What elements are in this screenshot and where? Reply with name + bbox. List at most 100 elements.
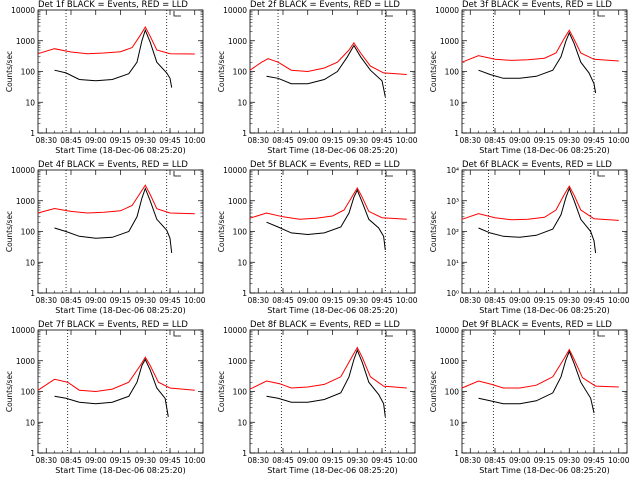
x-tick-label: 08:30 <box>459 296 481 305</box>
events-series-line <box>266 44 386 97</box>
x-tick-label: 09:15 <box>110 136 132 145</box>
plot-frame <box>249 9 416 134</box>
events-series-line <box>478 31 597 94</box>
x-tick-label: 08:30 <box>247 296 269 305</box>
x-tick-label: 10:00 <box>396 456 418 465</box>
x-tick-label: 09:15 <box>110 456 132 465</box>
y-tick-label: 10 <box>449 418 459 427</box>
y-tick-label: 1 <box>454 129 459 138</box>
chart-title: Det 4f BLACK = Events, RED = LLD <box>38 160 188 170</box>
y-tick-label: 10000 <box>223 326 247 335</box>
lld-series-line <box>37 25 195 55</box>
x-tick-label: 09:15 <box>110 296 132 305</box>
y-axis-label: Counts/sec <box>429 211 438 252</box>
events-series-line <box>478 187 597 254</box>
events-series-line <box>54 187 173 254</box>
y-tick-label: 100 <box>445 388 460 397</box>
x-tick-label: 09:30 <box>134 296 156 305</box>
x-tick-label: 09:15 <box>322 296 344 305</box>
chart-title: Det 7f BLACK = Events, RED = LLD <box>38 320 188 330</box>
y-tick-label: 1000 <box>228 357 247 366</box>
y-tick-label: 10³ <box>446 197 459 206</box>
y-tick-label: 100 <box>233 68 248 77</box>
y-axis-label: Counts/sec <box>5 51 14 92</box>
lld-series-line <box>37 356 195 393</box>
x-tick-label: 10:00 <box>608 136 630 145</box>
x-tick-label: 08:30 <box>35 136 57 145</box>
y-tick-label: 10² <box>446 228 459 237</box>
chart-title: Det 6f BLACK = Events, RED = LLD <box>462 160 612 170</box>
x-tick-label: 08:45 <box>272 456 294 465</box>
events-series-line <box>54 28 173 88</box>
x-tick-label: 09:30 <box>558 456 580 465</box>
legend-marker <box>173 331 181 337</box>
plot-frame <box>461 329 628 454</box>
x-tick-label: 09:00 <box>509 136 531 145</box>
chart-title: Det 8f BLACK = Events, RED = LLD <box>250 320 400 330</box>
x-tick-label: 08:45 <box>272 296 294 305</box>
y-tick-label: 100 <box>445 68 460 77</box>
y-tick-label: 1 <box>30 129 35 138</box>
x-tick-label: 09:45 <box>159 296 181 305</box>
x-axis-label: Start Time (18-Dec-06 08:25:20) <box>267 306 398 315</box>
x-tick-label: 10:00 <box>608 296 630 305</box>
y-tick-label: 100 <box>233 388 248 397</box>
x-tick-label: 08:45 <box>60 456 82 465</box>
chart-title: Det 5f BLACK = Events, RED = LLD <box>250 160 400 170</box>
y-tick-label: 10000 <box>435 6 459 15</box>
y-tick-label: 1000 <box>440 37 459 46</box>
y-tick-label: 100 <box>21 228 36 237</box>
x-tick-label: 10:00 <box>396 136 418 145</box>
x-axis-label: Start Time (18-Dec-06 08:25:20) <box>55 466 186 475</box>
x-tick-label: 09:00 <box>509 456 531 465</box>
x-tick-label: 09:00 <box>85 456 107 465</box>
events-series-line <box>478 350 595 414</box>
y-tick-label: 10000 <box>11 326 35 335</box>
x-tick-label: 09:15 <box>322 136 344 145</box>
y-tick-label: 100 <box>21 68 36 77</box>
x-tick-label: 09:45 <box>583 296 605 305</box>
x-tick-label: 09:00 <box>85 296 107 305</box>
y-tick-label: 1 <box>30 449 35 458</box>
x-tick-label: 09:15 <box>534 456 556 465</box>
y-axis-label: Counts/sec <box>429 51 438 92</box>
lld-series-line <box>461 185 619 221</box>
events-series-line <box>266 348 386 417</box>
y-tick-label: 10000 <box>11 166 35 175</box>
lld-series-line <box>37 184 195 215</box>
x-tick-label: 08:45 <box>484 136 506 145</box>
chart-title: Det 1f BLACK = Events, RED = LLD <box>38 0 188 10</box>
chart-title: Det 9f BLACK = Events, RED = LLD <box>462 320 612 330</box>
chart-panel-9: Det 9f BLACK = Events, RED = LLD10000100… <box>429 320 630 475</box>
y-tick-label: 10000 <box>435 326 459 335</box>
y-axis-label: Counts/sec <box>5 371 14 412</box>
chart-panel-2: Det 2f BLACK = Events, RED = LLD10000100… <box>217 0 418 155</box>
chart-panel-1: Det 1f BLACK = Events, RED = LLD10000100… <box>5 0 206 155</box>
y-axis-label: Counts/sec <box>429 371 438 412</box>
y-tick-label: 100 <box>21 388 36 397</box>
x-tick-label: 09:00 <box>297 136 319 145</box>
y-tick-label: 10 <box>449 98 459 107</box>
legend-marker <box>173 11 181 17</box>
y-tick-label: 1000 <box>16 197 35 206</box>
x-axis-label: Start Time (18-Dec-06 08:25:20) <box>267 146 398 155</box>
chart-title: Det 2f BLACK = Events, RED = LLD <box>250 0 400 10</box>
y-tick-label: 1 <box>242 129 247 138</box>
plot-frame <box>37 329 204 454</box>
y-tick-label: 10⁰ <box>446 289 459 298</box>
x-tick-label: 08:30 <box>247 136 269 145</box>
x-tick-label: 09:30 <box>558 296 580 305</box>
x-tick-label: 09:00 <box>297 456 319 465</box>
legend-marker <box>597 331 605 337</box>
x-tick-label: 09:45 <box>583 456 605 465</box>
y-tick-label: 10 <box>237 418 247 427</box>
plot-frame <box>461 9 628 134</box>
plot-frame <box>37 169 204 294</box>
legend-marker <box>173 171 181 177</box>
x-tick-label: 09:30 <box>134 456 156 465</box>
x-tick-label: 08:30 <box>35 296 57 305</box>
x-axis-label: Start Time (18-Dec-06 08:25:20) <box>479 306 610 315</box>
x-tick-label: 09:45 <box>159 456 181 465</box>
legend-marker <box>385 331 393 337</box>
